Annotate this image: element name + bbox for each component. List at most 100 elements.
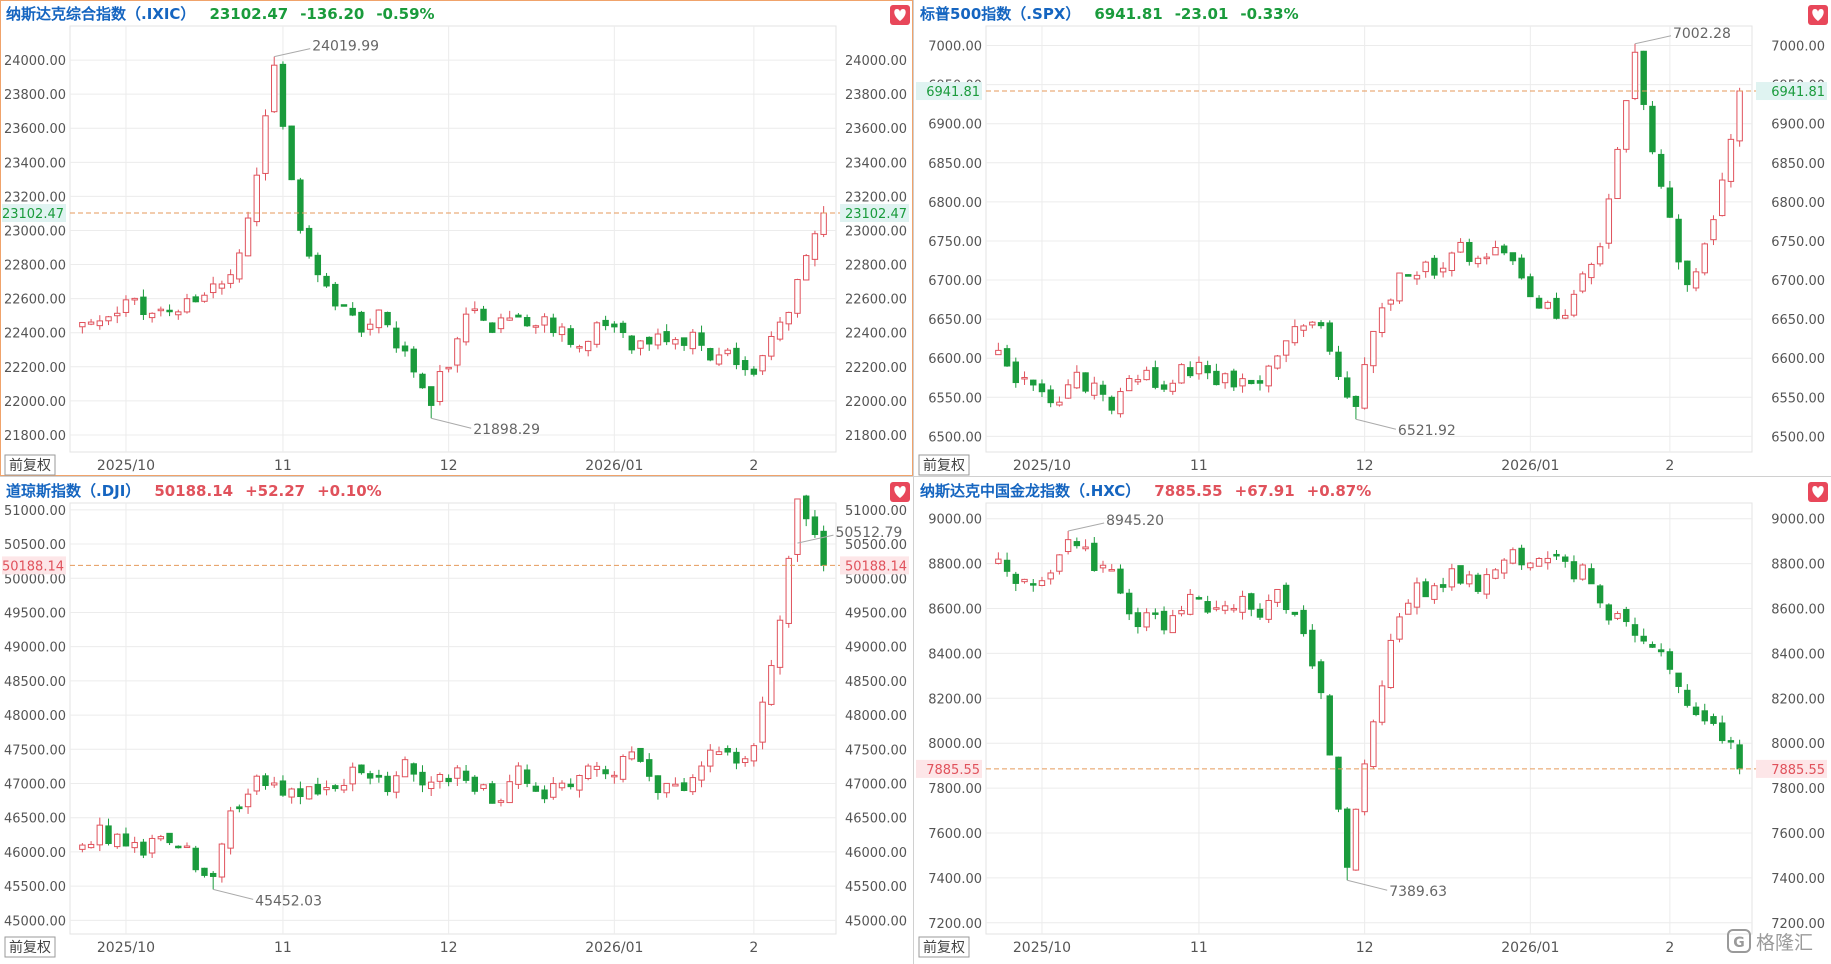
candle-body [410, 348, 417, 373]
candle-body [114, 833, 121, 848]
adjust-button[interactable]: 前复权 [918, 936, 970, 958]
candle-body [1343, 808, 1351, 868]
y-tick-label-left: 8600.00 [928, 603, 982, 618]
candle-body [253, 775, 260, 792]
candle-body [1684, 689, 1691, 706]
candle-body [567, 783, 574, 788]
candle-body [1736, 744, 1743, 770]
heart-icon[interactable] [890, 5, 910, 25]
candle-body [332, 283, 339, 307]
x-tick-label: 2025/10 [97, 458, 155, 474]
y-tick-label-left: 6550.00 [928, 391, 982, 406]
candle-body [785, 557, 792, 624]
chart-panel-2[interactable]: 6500.00 6500.00 6550.00 6550.00 6600.00 6600.… [916, 5, 1828, 476]
adjust-button[interactable]: 前复权 [4, 936, 56, 958]
candle-body [768, 665, 775, 705]
candle-body [628, 751, 635, 760]
y-tick-label-left: 45000.00 [4, 914, 66, 929]
max-label: 24019.99 [312, 39, 379, 55]
candle-body [140, 296, 147, 315]
candle-body [1152, 612, 1159, 615]
candle-body [1125, 592, 1133, 615]
candle-body [1030, 583, 1037, 586]
x-tick-label: 12 [440, 458, 458, 474]
candle-body [1596, 246, 1604, 265]
candle-body [253, 174, 260, 223]
candle-body [1152, 367, 1159, 388]
min-leader [431, 417, 472, 429]
heart-icon[interactable] [1808, 482, 1828, 502]
y-tick-label-left: 7000.00 [928, 40, 982, 55]
candle-body [1527, 562, 1534, 569]
candle-body [663, 331, 670, 343]
candle-body [1187, 367, 1194, 377]
y-tick-label-left: 22200.00 [4, 361, 66, 376]
candle-body [1178, 364, 1185, 384]
candle-body [218, 843, 226, 878]
adjust-button[interactable]: 前复权 [4, 454, 56, 476]
x-tick-label: 2026/01 [585, 458, 643, 474]
candle-body [698, 765, 705, 781]
chart-panel-3[interactable]: 45000.00 45000.00 45500.00 45500.00 46000.00… [2, 482, 910, 958]
candle-body [802, 255, 810, 281]
candle-body [1195, 361, 1203, 375]
chart-panel-4[interactable]: 7200.00 7200.00 7400.00 7400.00 7600.00 7600.… [916, 482, 1828, 958]
candle-body [1300, 325, 1307, 331]
candle-body [366, 323, 374, 330]
candle-body [227, 810, 234, 849]
candle-body [1666, 651, 1674, 670]
candle-body [654, 333, 662, 346]
candle-body [471, 308, 479, 312]
candle-body [1326, 695, 1333, 756]
max-leader [1068, 522, 1105, 532]
candle-body [288, 788, 295, 798]
price-tag-right-bg [840, 556, 909, 575]
y-tick-label-left: 22800.00 [4, 259, 66, 274]
candle-body [1143, 612, 1150, 628]
x-tick-label: 11 [274, 458, 292, 474]
y-tick-label-right: 49500.00 [845, 606, 907, 621]
x-tick-label: 2 [1665, 458, 1674, 474]
chart-panel-1[interactable]: 21800.00 21800.00 22000.00 22000.00 22200.00… [0, 0, 913, 476]
x-tick-label: 11 [1190, 940, 1208, 956]
y-tick-label-right: 6900.00 [1771, 118, 1825, 133]
y-tick-label-left: 51000.00 [4, 504, 66, 519]
candle-body [1265, 599, 1272, 620]
candle-body [1291, 611, 1299, 615]
candle-body [1544, 301, 1551, 309]
candle-body [1082, 546, 1089, 550]
candle-body [707, 749, 714, 767]
candle-body [244, 793, 252, 808]
candle-body [1091, 382, 1098, 396]
adjust-button[interactable]: 前复权 [918, 454, 970, 476]
heart-icon[interactable] [1808, 5, 1828, 25]
candle-body [1701, 710, 1708, 722]
candle-body [262, 115, 269, 174]
candle-body [454, 338, 461, 366]
candle-body [1352, 808, 1360, 871]
heart-icon[interactable] [890, 482, 910, 502]
price-tag-left-bg [916, 82, 982, 101]
index-change: -136.20 [300, 5, 364, 23]
candle-body [654, 775, 662, 794]
y-tick-label-right: 6800.00 [1771, 196, 1825, 211]
candle-body [393, 775, 400, 793]
candle-body [541, 316, 548, 326]
index-pct: +0.87% [1307, 482, 1372, 500]
plot-area [985, 25, 1753, 453]
candle-body [1317, 322, 1325, 327]
candle-body [741, 758, 749, 763]
price-tag-right-bg [1756, 759, 1827, 778]
candle-body [1657, 153, 1665, 187]
candle-body [1038, 580, 1046, 586]
y-tick-label-left: 48000.00 [4, 709, 66, 724]
candle-body [480, 784, 487, 790]
y-tick-label-right: 8800.00 [1771, 558, 1825, 573]
price-tag-right: 50188.14 [845, 559, 907, 574]
candle-body [1274, 355, 1281, 369]
y-tick-label-left: 50000.00 [4, 572, 66, 587]
candle-body [157, 836, 165, 840]
adjust-button-label: 前复权 [9, 457, 51, 474]
y-tick-label-left: 47000.00 [4, 777, 66, 792]
candle-body [105, 316, 112, 322]
